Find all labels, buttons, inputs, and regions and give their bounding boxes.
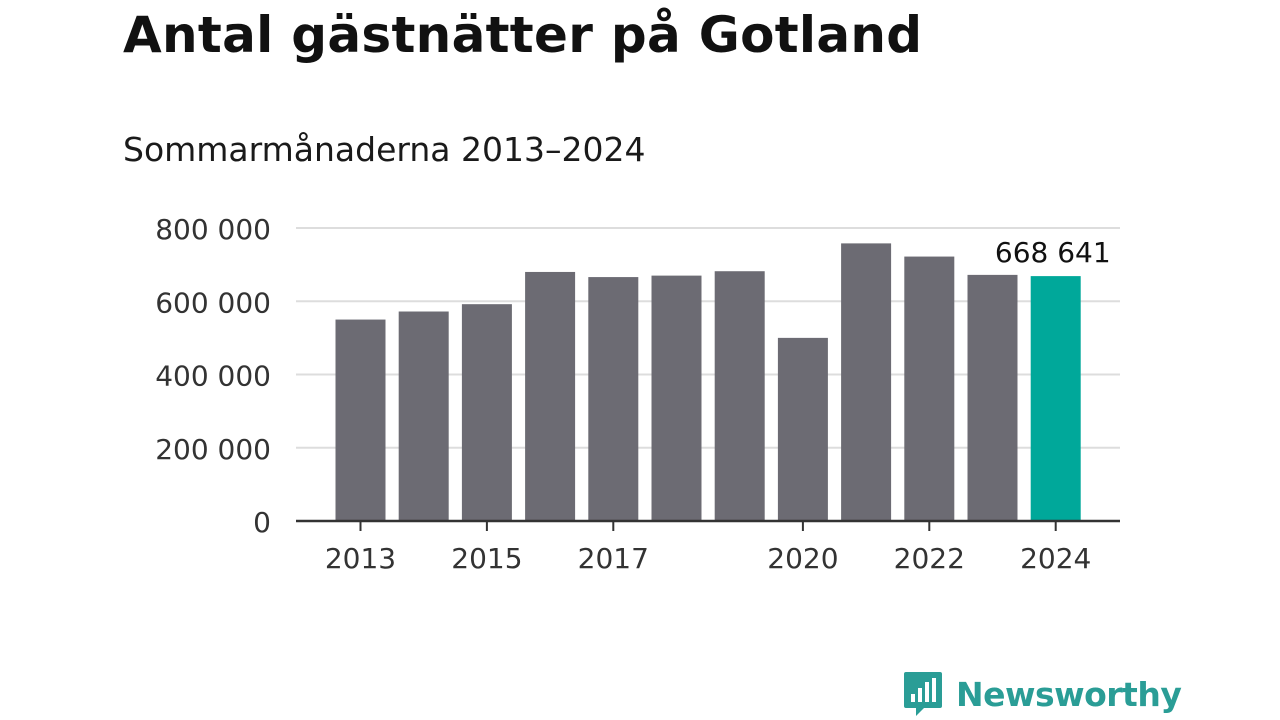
bar (841, 243, 892, 521)
bar (651, 275, 702, 521)
chart-title: Antal gästnätter på Gotland (123, 6, 923, 64)
newsworthy-logo-icon (904, 672, 942, 716)
bar (525, 271, 576, 521)
chart-subtitle: Sommarmånaderna 2013–2024 (123, 130, 646, 169)
x-axis: 2013 2015 2017 2020 2022 2024 (296, 519, 1120, 575)
y-tick-label: 200 000 (155, 433, 271, 466)
y-tick-label: 0 (253, 506, 271, 539)
bar (398, 311, 449, 521)
bar (904, 256, 955, 521)
x-tick-label: 2022 (894, 542, 965, 575)
y-tick-label: 400 000 (155, 360, 271, 393)
bar (777, 337, 828, 521)
x-tick-label: 2024 (1020, 542, 1091, 575)
bar (461, 304, 512, 521)
brand-logo: Newsworthy (902, 670, 1182, 718)
bars (335, 243, 1081, 521)
annotations: 668 641 (995, 236, 1111, 269)
y-axis-labels: 0 200 000 400 000 600 000 800 000 (155, 213, 271, 539)
bar (588, 277, 639, 521)
x-tick-label: 2020 (767, 542, 838, 575)
x-tick-label: 2015 (451, 542, 522, 575)
bar (714, 271, 765, 521)
x-tick-label: 2013 (325, 542, 396, 575)
y-tick-label: 600 000 (155, 286, 271, 319)
bar (967, 274, 1018, 521)
data-label: 668 641 (995, 236, 1111, 269)
x-tick-label: 2017 (578, 542, 649, 575)
bar (1030, 276, 1081, 521)
brand-name: Newsworthy (956, 674, 1182, 714)
y-tick-label: 800 000 (155, 213, 271, 246)
bar (335, 319, 386, 521)
